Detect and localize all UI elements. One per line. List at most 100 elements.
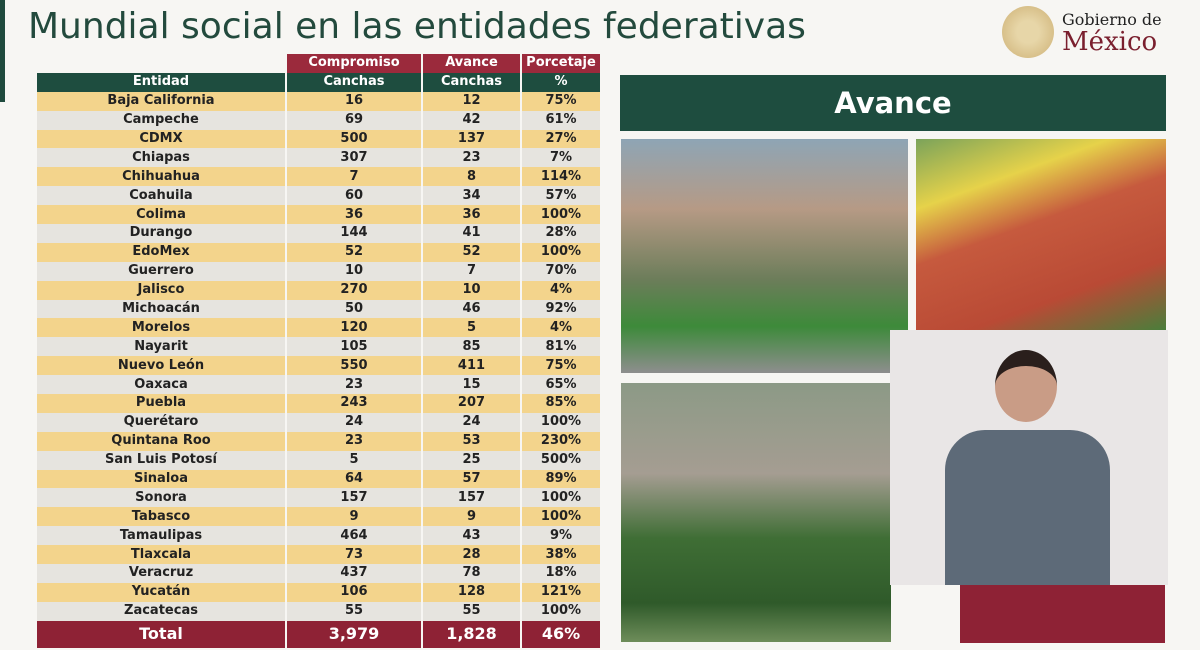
decorative-red-box <box>960 585 1165 643</box>
table-row: EdoMex 52 52 100% <box>37 242 600 262</box>
avance-cell: 5 <box>423 318 520 338</box>
entidad-cell: Campeche <box>37 110 285 130</box>
total-cell: 3,979 <box>287 620 421 648</box>
compromiso-cell: 464 <box>287 526 421 546</box>
entidad-cell: Querétaro <box>37 412 285 432</box>
compromiso-cell: 23 <box>287 431 421 451</box>
table-row: Michoacán 50 46 92% <box>37 299 600 319</box>
total-row: Total 3,979 1,828 46% <box>37 620 600 648</box>
compromiso-cell: 60 <box>287 186 421 206</box>
table-row: Yucatán 106 128 121% <box>37 582 600 602</box>
porcentaje-cell: 100% <box>522 205 600 225</box>
entidad-cell: Nayarit <box>37 337 285 357</box>
entidad-cell: San Luis Potosí <box>37 450 285 470</box>
compromiso-cell: 5 <box>287 450 421 470</box>
avance-cell: 207 <box>423 394 520 413</box>
table-row: Jalisco 270 10 4% <box>37 280 600 300</box>
table-row: Quintana Roo 23 53 230% <box>37 431 600 451</box>
entidad-cell: Quintana Roo <box>37 431 285 451</box>
compromiso-cell: 69 <box>287 110 421 130</box>
compromiso-cell: 9 <box>287 507 421 527</box>
compromiso-cell: 50 <box>287 299 421 319</box>
entidad-cell: Guerrero <box>37 261 285 281</box>
porcentaje-cell: 114% <box>522 167 600 187</box>
compromiso-cell: 10 <box>287 261 421 281</box>
porcentaje-cell: 100% <box>522 507 600 527</box>
table-row: Chihuahua 7 8 114% <box>37 167 600 187</box>
avance-cell: 36 <box>423 205 520 225</box>
court-photo <box>916 139 1166 330</box>
entidad-cell: Tamaulipas <box>37 526 285 546</box>
avance-cell: 42 <box>423 110 520 130</box>
table-row: CDMX 500 137 27% <box>37 129 600 149</box>
table-row: Morelos 120 5 4% <box>37 318 600 338</box>
compromiso-cell: 243 <box>287 394 421 413</box>
porcentaje-cell: 92% <box>522 299 600 319</box>
porcentaje-cell: 28% <box>522 224 600 243</box>
entidad-cell: Tlaxcala <box>37 545 285 565</box>
table-row: Nuevo León 550 411 75% <box>37 356 600 376</box>
avance-cell: 57 <box>423 469 520 489</box>
table-row: Sinaloa 64 57 89% <box>37 469 600 489</box>
table-row: San Luis Potosí 5 25 500% <box>37 450 600 470</box>
avance-cell: 28 <box>423 545 520 565</box>
avance-cell: 85 <box>423 337 520 357</box>
entidad-cell: Tabasco <box>37 507 285 527</box>
entidad-cell: Sinaloa <box>37 469 285 489</box>
compromiso-cell: 16 <box>287 91 421 111</box>
table-row: Campeche 69 42 61% <box>37 110 600 130</box>
logo-line1: Gobierno de <box>1062 9 1162 29</box>
entidad-cell: Morelos <box>37 318 285 338</box>
entidad-cell: EdoMex <box>37 242 285 262</box>
porcentaje-cell: 4% <box>522 280 600 300</box>
column-header: Canchas <box>287 72 421 92</box>
table-row: Zacatecas 55 55 100% <box>37 601 600 621</box>
header-blank <box>37 54 285 73</box>
avance-cell: 411 <box>423 356 520 376</box>
porcentaje-cell: 230% <box>522 431 600 451</box>
compromiso-cell: 144 <box>287 224 421 243</box>
compromiso-cell: 550 <box>287 356 421 376</box>
compromiso-cell: 73 <box>287 545 421 565</box>
porcentaje-cell: 70% <box>522 261 600 281</box>
table-row: Baja California 16 12 75% <box>37 91 600 111</box>
column-header: Entidad <box>37 72 285 92</box>
entidad-cell: Puebla <box>37 394 285 413</box>
porcentaje-cell: 38% <box>522 545 600 565</box>
table-row: Durango 144 41 28% <box>37 224 600 243</box>
compromiso-cell: 55 <box>287 601 421 621</box>
porcentaje-cell: 65% <box>522 375 600 395</box>
compromiso-cell: 106 <box>287 582 421 602</box>
entidad-cell: Chihuahua <box>37 167 285 187</box>
avance-cell: 52 <box>423 242 520 262</box>
compromiso-cell: 36 <box>287 205 421 225</box>
avance-cell: 157 <box>423 488 520 508</box>
entidad-cell: Sonora <box>37 488 285 508</box>
table-row: Nayarit 105 85 81% <box>37 337 600 357</box>
compromiso-cell: 24 <box>287 412 421 432</box>
column-header: % <box>522 72 600 92</box>
compromiso-cell: 52 <box>287 242 421 262</box>
porcentaje-cell: 500% <box>522 450 600 470</box>
decorative-bar <box>0 0 5 102</box>
table-row: Puebla 243 207 85% <box>37 394 600 413</box>
table-row: Tamaulipas 464 43 9% <box>37 526 600 546</box>
porcentaje-cell: 100% <box>522 601 600 621</box>
total-cell: 46% <box>522 620 600 648</box>
entidad-cell: Coahuila <box>37 186 285 206</box>
field-photo <box>621 383 891 642</box>
entidad-cell: Jalisco <box>37 280 285 300</box>
compromiso-cell: 64 <box>287 469 421 489</box>
compromiso-cell: 157 <box>287 488 421 508</box>
avance-cell: 46 <box>423 299 520 319</box>
porcentaje-cell: 57% <box>522 186 600 206</box>
page-title: Mundial social en las entidades federati… <box>28 6 806 47</box>
entidad-cell: Baja California <box>37 91 285 111</box>
gobierno-logo: Gobierno de México <box>1002 6 1162 58</box>
table-row: Tabasco 9 9 100% <box>37 507 600 527</box>
entidad-cell: Oaxaca <box>37 375 285 395</box>
avance-cell: 8 <box>423 167 520 187</box>
avance-cell: 34 <box>423 186 520 206</box>
table-row: Tlaxcala 73 28 38% <box>37 545 600 565</box>
compromiso-cell: 120 <box>287 318 421 338</box>
